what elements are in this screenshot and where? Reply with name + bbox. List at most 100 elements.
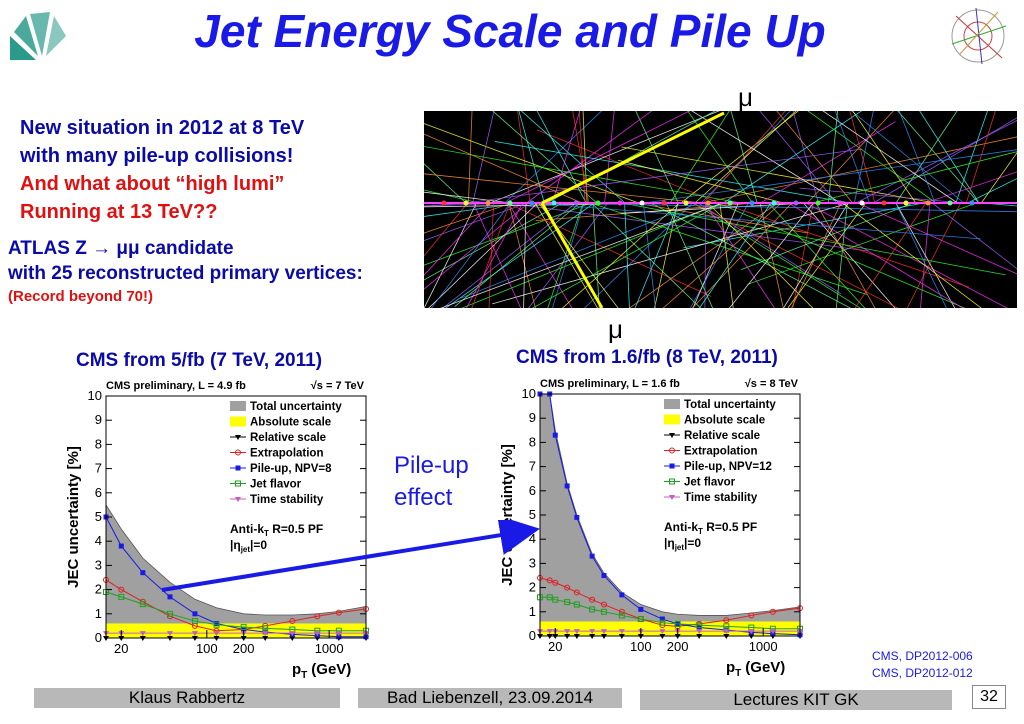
- series-point: [139, 601, 146, 608]
- references: CMS, DP2012-006 CMS, DP2012-012: [872, 648, 973, 682]
- pileup-arrow: [161, 520, 540, 592]
- legend-marker: [235, 497, 241, 502]
- reference-1: CMS, DP2012-006: [872, 649, 973, 663]
- y-tick-label: 3: [529, 555, 536, 570]
- series-point: [166, 631, 173, 637]
- x-axis-label: pT (GeV): [292, 661, 351, 681]
- series-point: [546, 629, 553, 635]
- series-point: [213, 631, 220, 637]
- series-point: [574, 514, 580, 520]
- series-line-3: [539, 577, 801, 627]
- event-tracks: [424, 111, 1017, 308]
- legend-label: Total uncertainty: [684, 399, 776, 411]
- y-tick-label: 9: [529, 410, 536, 425]
- series-point: [335, 609, 342, 616]
- footer-place-date: Bad Liebenzell, 23.09.2014: [358, 688, 622, 708]
- y-tick-label: 4: [95, 533, 102, 548]
- experiment-logo-icon: [951, 7, 1007, 65]
- pileup-annotation: Pile-up effect: [394, 450, 469, 514]
- muon-label-top: μ: [738, 82, 753, 112]
- intro-line-2: with many pile-up collisions!: [20, 145, 294, 167]
- atlas-caption: ATLAS Z → μμ candidate with 25 reconstru…: [8, 236, 363, 308]
- algo-label: Anti-kT R=0.5 PF: [664, 520, 757, 536]
- series-point: [659, 619, 666, 626]
- y-tick-label: 8: [529, 434, 536, 449]
- legend-marker: [235, 465, 241, 471]
- x-tick-label: 1000: [315, 641, 344, 656]
- atlas-line-1: ATLAS Z → μμ candidate: [8, 238, 234, 259]
- footer-author: Klaus Rabbertz: [34, 688, 340, 708]
- eta-label: |ηjet|=0: [664, 536, 701, 552]
- series-point: [546, 577, 553, 584]
- chart-header-energy: √s = 8 TeV: [745, 378, 799, 390]
- y-tick-label: 0: [95, 630, 102, 645]
- series-point: [589, 629, 596, 635]
- chart-header-lumi: CMS preliminary, L = 1.6 fb: [540, 378, 680, 390]
- series-point: [696, 629, 703, 635]
- plot-right-title: CMS from 1.6/fb (8 TeV, 2011): [516, 347, 778, 368]
- y-tick-label: 1: [529, 604, 536, 619]
- series-point: [659, 629, 666, 635]
- y-tick-label: 8: [95, 436, 102, 451]
- legend-swatch: [230, 416, 246, 427]
- legend-swatch: [230, 401, 246, 411]
- series-point: [619, 592, 625, 598]
- series-point: [600, 629, 607, 635]
- primary-vertices: [441, 200, 975, 206]
- y-tick-label: 1: [95, 606, 102, 621]
- series-point: [564, 599, 571, 606]
- series-point: [748, 629, 755, 635]
- series-point: [589, 606, 596, 613]
- series-point: [573, 589, 580, 596]
- pileup-line-1: Pile-up: [394, 452, 469, 479]
- series-point: [618, 608, 625, 615]
- muon-track-bottom: [540, 202, 604, 308]
- series-point: [118, 586, 125, 593]
- series-point: [167, 594, 173, 600]
- muon-label-bottom: μ: [608, 314, 623, 344]
- series-point: [552, 432, 558, 438]
- legend-label: Jet flavor: [250, 479, 302, 491]
- y-tick-label: 7: [95, 461, 102, 476]
- series-point: [573, 629, 580, 635]
- chart-header-energy: √s = 7 TeV: [311, 380, 365, 392]
- series-point: [289, 631, 296, 637]
- x-tick-label: 200: [667, 639, 689, 654]
- series-point: [262, 625, 269, 632]
- series-point: [139, 631, 146, 637]
- legend-marker: [669, 433, 675, 438]
- legend-label: Relative scale: [684, 430, 760, 442]
- series-point: [769, 608, 776, 615]
- series-point: [564, 584, 571, 591]
- series-point: [601, 573, 607, 578]
- legend-marker: [669, 447, 675, 454]
- legend-label: Absolute scale: [684, 415, 765, 427]
- series-point: [600, 608, 607, 615]
- series-point: [192, 611, 198, 617]
- series-point: [564, 629, 571, 635]
- series-point: [552, 596, 559, 603]
- page-number: 32: [972, 685, 1006, 709]
- series-point: [335, 631, 342, 637]
- series-point: [659, 616, 665, 622]
- legend-label: Pile-up, NPV=12: [684, 461, 772, 473]
- legend-label: Extrapolation: [684, 446, 757, 458]
- series-point: [213, 620, 219, 626]
- series-point: [564, 483, 570, 489]
- series-point: [748, 612, 755, 619]
- legend-label: Extrapolation: [250, 448, 323, 460]
- legend-swatch: [664, 414, 680, 425]
- legend-swatch: [664, 399, 680, 409]
- legend-marker: [235, 435, 241, 440]
- series-point: [140, 570, 146, 576]
- series-point: [262, 631, 269, 637]
- series-point: [723, 629, 730, 635]
- series-point: [213, 621, 220, 628]
- intro-text: New situation in 2012 at 8 TeV with many…: [20, 114, 304, 226]
- series-line-4: [105, 516, 366, 638]
- series-point: [314, 613, 321, 620]
- intro-line-3: And what about “high lumi”: [20, 173, 285, 195]
- series-point: [769, 629, 776, 635]
- series-line-3: [105, 579, 367, 632]
- slide-title: Jet Energy Scale and Pile Up: [194, 5, 826, 57]
